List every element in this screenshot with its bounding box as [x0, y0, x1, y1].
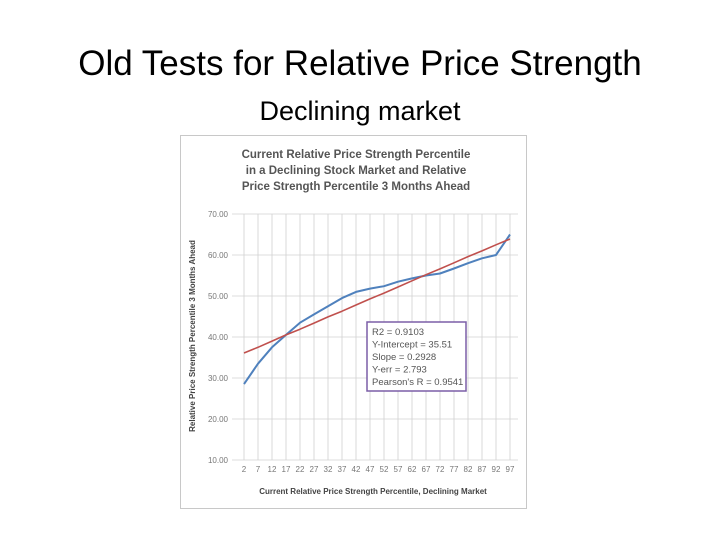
y-tick-label: 70.00: [208, 210, 229, 219]
x-tick-label: 52: [380, 465, 389, 474]
chart-frame: Current Relative Price Strength Percenti…: [180, 135, 527, 509]
y-tick-label: 20.00: [208, 415, 229, 424]
x-tick-label: 27: [310, 465, 319, 474]
x-tick-labels: 2 7 12 17 22 27 32 37 42 47 52 57 62 67 72 77 82 87 92 97: [242, 465, 515, 474]
x-axis-label: Current Relative Price Strength Percenti…: [259, 487, 487, 496]
x-tick-label: 32: [324, 465, 333, 474]
y-tick-label: 50.00: [208, 292, 229, 301]
chart-title: Current Relative Price Strength Percenti…: [242, 149, 471, 193]
x-tick-label: 47: [366, 465, 375, 474]
x-tick-label: 12: [268, 465, 277, 474]
x-tick-label: 67: [422, 465, 431, 474]
x-tick-label: 62: [408, 465, 417, 474]
stats-line: Y-Intercept = 35.51: [372, 340, 452, 351]
chart-svg: Current Relative Price Strength Percenti…: [188, 149, 518, 496]
x-tick-label: 7: [256, 465, 261, 474]
y-axis-label: Relative Price Strength Percentile 3 Mon…: [188, 240, 197, 432]
data-series-line: [243, 233, 511, 385]
x-tick-label: 87: [478, 465, 487, 474]
x-tick-label: 57: [394, 465, 403, 474]
x-tick-label: 92: [492, 465, 501, 474]
y-tick-label: 30.00: [208, 374, 229, 383]
x-tick-label: 22: [296, 465, 305, 474]
stats-box-border: [366, 321, 467, 392]
x-tick-label: 37: [338, 465, 347, 474]
chart-title-line: Price Strength Percentile 3 Months Ahead: [242, 181, 470, 193]
chart-title-line: in a Declining Stock Market and Relative: [246, 165, 466, 177]
x-tick-label: 77: [450, 465, 459, 474]
x-tick-label: 82: [464, 465, 473, 474]
y-tick-label: 10.00: [208, 456, 229, 465]
slide-subtitle: Declining market: [259, 96, 461, 126]
series-group: [243, 233, 511, 385]
stats-line: Pearson's R = 0.9541: [372, 377, 463, 388]
x-tick-label: 72: [436, 465, 445, 474]
x-tick-label: 17: [282, 465, 291, 474]
stats-line: Y-err = 2.793: [372, 365, 427, 376]
x-tick-label: 42: [352, 465, 361, 474]
y-tick-label: 60.00: [208, 251, 229, 260]
y-tick-label: 40.00: [208, 333, 229, 342]
stats-line: R2 = 0.9103: [372, 327, 424, 338]
x-tick-label: 2: [242, 465, 247, 474]
y-tick-labels: 10.00 20.00 30.00 40.00 50.00 60.00 70.00: [208, 210, 229, 465]
x-tick-label: 97: [506, 465, 515, 474]
trendline: [243, 238, 511, 354]
slide-title: Old Tests for Relative Price Strength: [78, 44, 642, 83]
chart-title-line: Current Relative Price Strength Percenti…: [242, 149, 471, 161]
stats-line: Slope = 0.2928: [372, 352, 436, 363]
